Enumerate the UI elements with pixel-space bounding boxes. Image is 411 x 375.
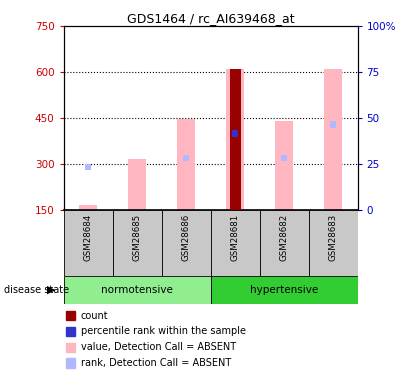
Bar [275,121,293,210]
Text: GSM28685: GSM28685 [133,213,142,261]
Text: GSM28681: GSM28681 [231,213,240,261]
Bar [211,276,358,304]
Text: ▶: ▶ [47,285,55,295]
Bar [79,206,97,210]
Text: rank, Detection Call = ABSENT: rank, Detection Call = ABSENT [81,358,231,368]
Bar [113,210,162,276]
Bar [64,276,210,304]
Text: GSM28682: GSM28682 [279,213,289,261]
Bar [232,130,238,137]
Bar [232,130,238,137]
Bar [183,154,189,161]
Bar [281,154,287,161]
Text: percentile rank within the sample: percentile rank within the sample [81,327,246,336]
Text: hypertensive: hypertensive [250,285,318,295]
Text: GSM28684: GSM28684 [84,213,93,261]
Bar [162,210,211,276]
Text: value, Detection Call = ABSENT: value, Detection Call = ABSENT [81,342,236,352]
Bar [324,69,342,210]
Bar [211,210,260,276]
Bar [330,121,336,128]
Text: disease state: disease state [4,285,69,295]
Bar [177,119,196,210]
Bar [260,210,309,276]
Bar [64,210,113,276]
Bar [309,210,358,276]
Text: GSM28683: GSM28683 [328,213,337,261]
Bar [128,159,146,210]
Bar [85,164,91,171]
Bar [226,69,245,210]
Text: GSM28686: GSM28686 [182,213,191,261]
Text: normotensive: normotensive [101,285,173,295]
Text: count: count [81,311,109,321]
Title: GDS1464 / rc_AI639468_at: GDS1464 / rc_AI639468_at [127,12,294,25]
Bar [230,69,240,210]
